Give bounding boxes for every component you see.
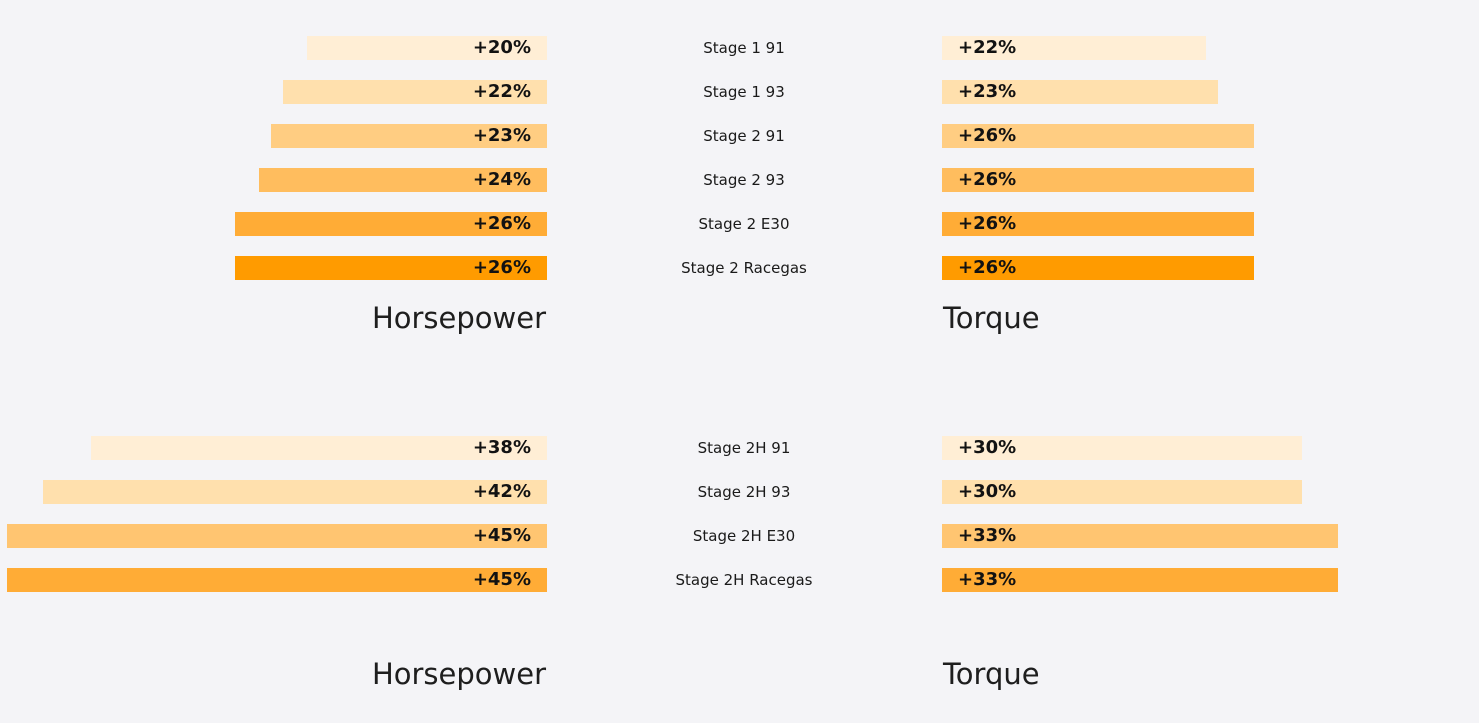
torque-value-label: +30% xyxy=(958,481,1017,502)
chart-row: +26% Stage 2 E30 +26% xyxy=(0,212,1479,236)
horsepower-value-label: +20% xyxy=(472,37,531,58)
horsepower-bar xyxy=(307,36,547,60)
horsepower-value-label: +42% xyxy=(472,481,531,502)
stage-category-label: Stage 2 91 xyxy=(703,127,785,145)
stage-category-label: Stage 2H 93 xyxy=(697,483,791,501)
chart-row: +20% Stage 1 91 +22% xyxy=(0,36,1479,60)
horsepower-value-label: +22% xyxy=(472,81,531,102)
torque-value-label: +26% xyxy=(958,125,1017,146)
horsepower-bar xyxy=(91,436,547,460)
torque-bar xyxy=(942,480,1302,504)
horsepower-bar xyxy=(7,568,547,592)
horsepower-bar xyxy=(235,212,547,236)
torque-bar xyxy=(942,568,1338,592)
horsepower-value-label: +45% xyxy=(472,569,531,590)
horsepower-bar xyxy=(43,480,547,504)
torque-value-label: +22% xyxy=(958,37,1017,58)
chart-row: +26% Stage 2 Racegas +26% xyxy=(0,256,1479,280)
torque-bar xyxy=(942,168,1254,192)
horsepower-value-label: +23% xyxy=(472,125,531,146)
torque-value-label: +23% xyxy=(958,81,1017,102)
stage-category-label: Stage 2H E30 xyxy=(692,527,796,545)
horsepower-bar xyxy=(271,124,547,148)
horsepower-axis-title: Horsepower xyxy=(371,657,546,691)
stage-category-label: Stage 1 91 xyxy=(703,39,785,57)
torque-bar xyxy=(942,436,1302,460)
torque-axis-title: Torque xyxy=(943,657,1040,691)
stage-category-label: Stage 2 E30 xyxy=(698,215,790,233)
stage-category-label: Stage 2H Racegas xyxy=(675,571,813,589)
torque-value-label: +26% xyxy=(958,169,1017,190)
horsepower-bar xyxy=(259,168,547,192)
chart-row: +22% Stage 1 93 +23% xyxy=(0,80,1479,104)
chart-row: +38% Stage 2H 91 +30% xyxy=(0,436,1479,460)
torque-bar xyxy=(942,124,1254,148)
horsepower-value-label: +45% xyxy=(472,525,531,546)
torque-bar xyxy=(942,80,1218,104)
stage-category-label: Stage 2H 91 xyxy=(697,439,791,457)
torque-bar xyxy=(942,212,1254,236)
chart-row: +45% Stage 2H Racegas +33% xyxy=(0,568,1479,592)
horsepower-value-label: +26% xyxy=(472,213,531,234)
chart-row: +45% Stage 2H E30 +33% xyxy=(0,524,1479,548)
horsepower-value-label: +26% xyxy=(472,257,531,278)
torque-bar xyxy=(942,524,1338,548)
torque-bar xyxy=(942,256,1254,280)
torque-bar xyxy=(942,36,1206,60)
chart-row: +42% Stage 2H 93 +30% xyxy=(0,480,1479,504)
horsepower-bar xyxy=(7,524,547,548)
torque-value-label: +33% xyxy=(958,569,1017,590)
torque-value-label: +26% xyxy=(958,257,1017,278)
torque-value-label: +26% xyxy=(958,213,1017,234)
stage-category-label: Stage 2 Racegas xyxy=(681,259,807,277)
horsepower-value-label: +38% xyxy=(472,437,531,458)
chart-row: +23% Stage 2 91 +26% xyxy=(0,124,1479,148)
torque-value-label: +33% xyxy=(958,525,1017,546)
horsepower-axis-title: Horsepower xyxy=(371,301,546,335)
horsepower-bar xyxy=(235,256,547,280)
horsepower-bar xyxy=(283,80,547,104)
torque-value-label: +30% xyxy=(958,437,1017,458)
stage-category-label: Stage 2 93 xyxy=(703,171,785,189)
torque-axis-title: Torque xyxy=(943,301,1040,335)
chart-row: +24% Stage 2 93 +26% xyxy=(0,168,1479,192)
horsepower-value-label: +24% xyxy=(472,169,531,190)
stage-category-label: Stage 1 93 xyxy=(703,83,785,101)
